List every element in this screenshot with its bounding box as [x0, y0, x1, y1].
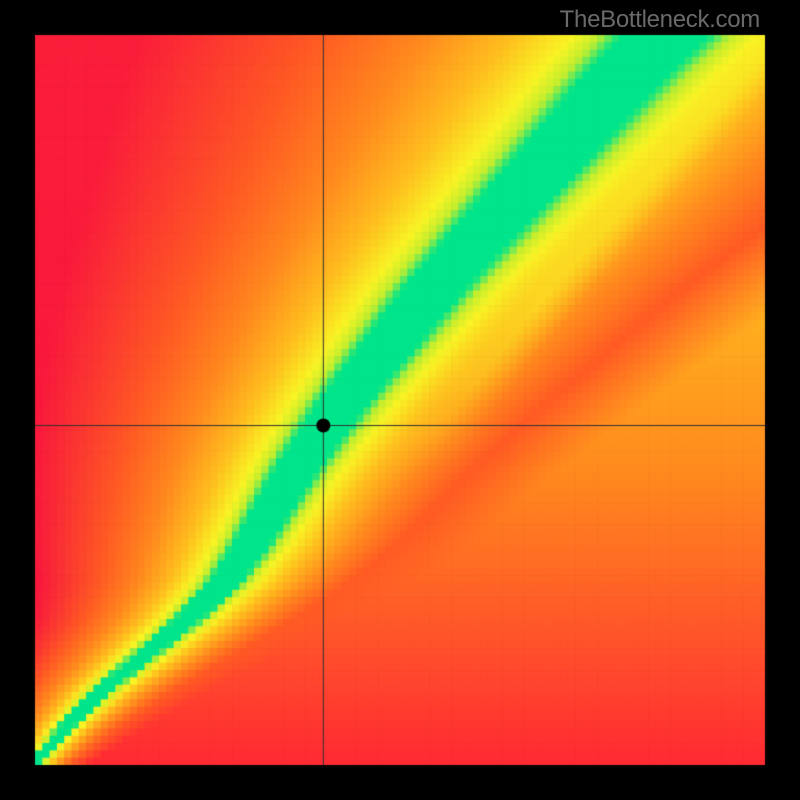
heatmap-canvas — [0, 0, 800, 800]
watermark-text: TheBottleneck.com — [560, 6, 760, 34]
chart-container: TheBottleneck.com — [0, 0, 800, 800]
